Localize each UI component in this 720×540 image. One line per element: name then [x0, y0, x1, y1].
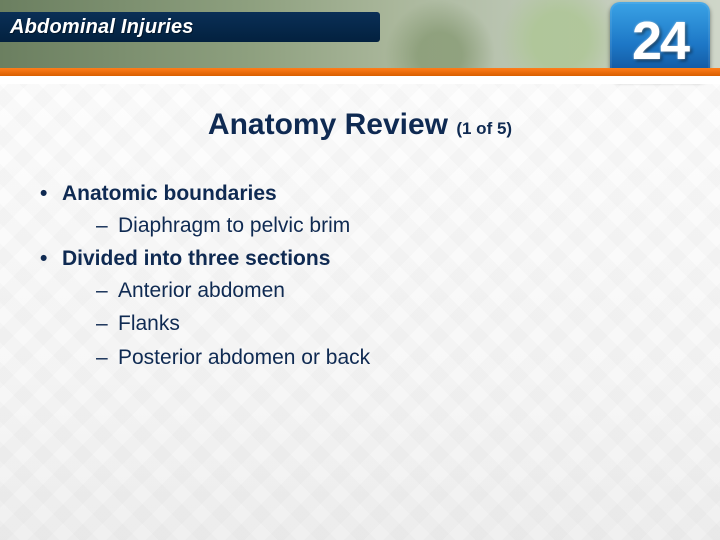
list-item-text: Anterior abdomen	[118, 279, 285, 302]
header-divider-rule	[0, 68, 720, 76]
list-item-text: Posterior abdomen or back	[118, 346, 370, 369]
sub-bullet-list: Anterior abdomen Flanks Posterior abdome…	[62, 275, 690, 374]
list-item-text: Diaphragm to pelvic brim	[118, 214, 350, 237]
bullet-list: Anatomic boundaries Diaphragm to pelvic …	[30, 178, 690, 373]
slide-body: Anatomic boundaries Diaphragm to pelvic …	[30, 178, 690, 373]
slide-header: Abdominal Injuries 24	[0, 0, 720, 84]
list-item-text: Divided into three sections	[62, 247, 330, 270]
slide-counter: (1 of 5)	[456, 119, 512, 138]
list-item: Anterior abdomen	[92, 275, 690, 307]
list-item-text: Anatomic boundaries	[62, 182, 277, 205]
slide-title: Anatomy Review (1 of 5)	[0, 108, 720, 142]
slide-title-text: Anatomy Review	[208, 108, 448, 141]
list-item: Diaphragm to pelvic brim	[92, 210, 690, 242]
list-item: Anatomic boundaries Diaphragm to pelvic …	[36, 178, 690, 241]
list-item: Divided into three sections Anterior abd…	[36, 243, 690, 373]
chapter-title-strip: Abdominal Injuries	[0, 12, 380, 42]
chapter-title-text: Abdominal Injuries	[0, 16, 194, 39]
sub-bullet-list: Diaphragm to pelvic brim	[62, 210, 690, 242]
list-item: Posterior abdomen or back	[92, 342, 690, 374]
list-item: Flanks	[92, 308, 690, 340]
list-item-text: Flanks	[118, 312, 180, 335]
chapter-number: 24	[632, 14, 688, 68]
